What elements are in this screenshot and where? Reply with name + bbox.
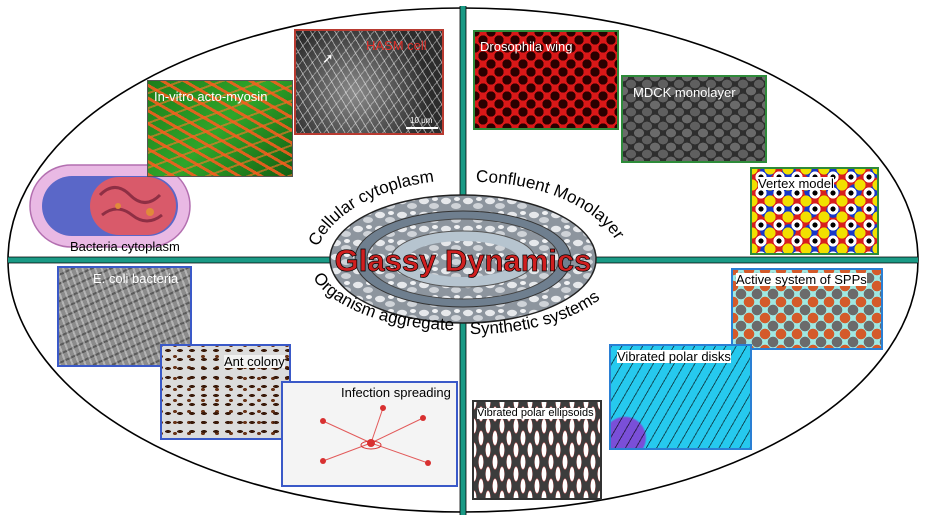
label-hasm-cell: HASM cell (366, 38, 427, 53)
label-ant-colony: Ant colony (224, 354, 285, 369)
arrow-icon: ➚ (322, 51, 334, 67)
bacteria-illustration (29, 164, 191, 248)
network-graphic (320, 405, 431, 466)
panel-hasm-cell: HASM cell ➚ 10 μm (294, 29, 444, 135)
central-emblem (329, 194, 597, 324)
panel-vibrated-polar-ellipsoids: Vibrated polar ellipsoids (472, 400, 602, 500)
label-drosophila-wing: Drosophila wing (480, 39, 573, 54)
panel-ant-colony: Ant colony (160, 344, 291, 440)
label-mdck-monolayer: MDCK monolayer (633, 85, 736, 100)
panel-acto-myosin: In-vitro acto-myosin (147, 80, 293, 177)
panel-mdck-monolayer: MDCK monolayer (621, 75, 767, 163)
label-vibrated-polar-disks: Vibrated polar disks (617, 349, 731, 364)
panel-active-spps: Active system of SPPs (731, 268, 883, 350)
label-infection-spreading: Infection spreading (341, 385, 451, 400)
label-active-spps: Active system of SPPs (736, 272, 867, 287)
label-bacteria-cytoplasm: Bacteria cytoplasm (70, 239, 180, 254)
label-scale-bar: 10 μm (410, 116, 433, 125)
label-vertex-model: Vertex model (758, 176, 834, 191)
label-acto-myosin: In-vitro acto-myosin (154, 89, 268, 104)
panel-drosophila-wing: Drosophila wing (473, 30, 619, 130)
panel-infection-spreading: Infection spreading (281, 381, 458, 487)
label-vibrated-polar-ellipsoids: Vibrated polar ellipsoids (477, 407, 594, 419)
scale-bar (406, 127, 438, 129)
panel-vibrated-polar-disks: Vibrated polar disks (609, 344, 752, 450)
center-title: Glassy Dynamics (335, 243, 592, 278)
label-ecoli-bacteria: E. coli bacteria (93, 271, 179, 286)
panel-vertex-model: Vertex model (750, 167, 879, 255)
